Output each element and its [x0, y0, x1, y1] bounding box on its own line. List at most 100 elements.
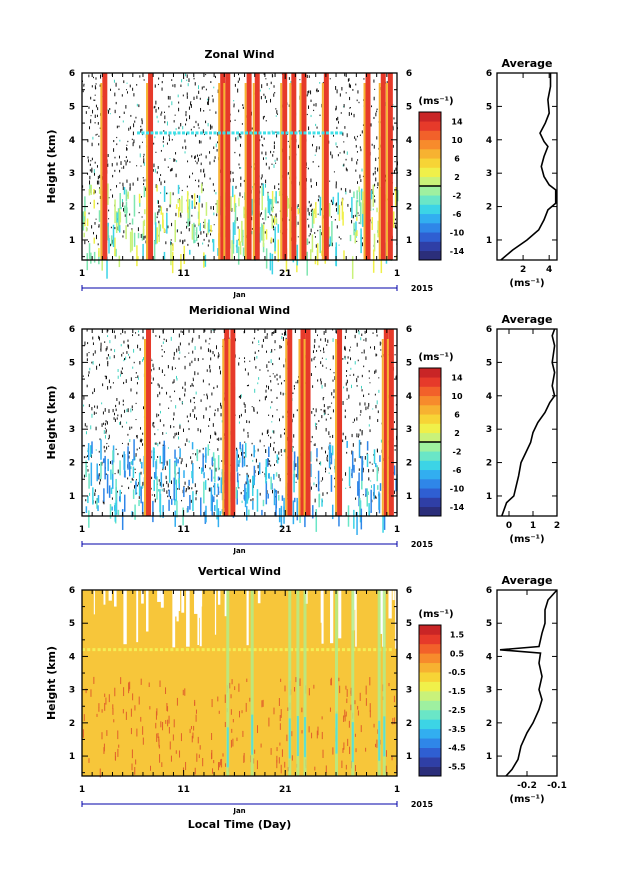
low-band: [329, 444, 332, 459]
texture: [315, 123, 317, 127]
texture: [129, 222, 131, 225]
texture: [137, 377, 139, 380]
speckle: [168, 727, 170, 734]
speckle: [268, 717, 270, 727]
average-title: Average: [502, 574, 553, 587]
speckle: [286, 734, 288, 742]
texture: [310, 486, 312, 490]
texture: [240, 394, 242, 398]
texture: [357, 359, 359, 362]
texture: [352, 88, 354, 91]
texture: [119, 422, 121, 425]
low-band: [278, 190, 281, 197]
texture: [375, 112, 377, 117]
low-band: [296, 497, 298, 515]
speckle: [347, 738, 349, 746]
texture: [358, 329, 360, 332]
low-band: [231, 240, 233, 260]
texture: [130, 461, 132, 465]
texture: [192, 378, 194, 382]
low-band: [90, 462, 93, 486]
low-band: [331, 445, 334, 456]
texture: [94, 405, 96, 408]
texture: [334, 477, 336, 480]
texture: [137, 177, 139, 181]
data-gap: [146, 590, 149, 632]
texture: [117, 369, 119, 372]
texture: [265, 151, 267, 156]
low-band: [236, 239, 238, 254]
x-tick-label: 1: [79, 525, 85, 535]
colorbar-segment: [419, 130, 441, 141]
band-mark: [279, 648, 283, 652]
speckle: [195, 714, 197, 722]
texture: [321, 357, 323, 359]
texture: [261, 432, 263, 436]
texture: [196, 490, 198, 492]
low-band: [133, 194, 136, 217]
band-mark: [128, 648, 132, 652]
texture: [97, 175, 99, 180]
low-band: [91, 441, 93, 454]
band-mark: [159, 131, 163, 135]
texture: [219, 477, 221, 480]
texture: [122, 182, 124, 187]
colorbar-tick-label: 6: [454, 154, 460, 163]
low-band: [356, 230, 358, 237]
band-mark: [195, 131, 199, 135]
texture: [119, 116, 121, 118]
streak: [382, 590, 386, 776]
orange-edge: [386, 339, 389, 516]
low-band: [163, 440, 165, 464]
low-band: [141, 462, 143, 469]
texture: [123, 359, 125, 362]
texture: [157, 165, 159, 169]
texture: [211, 392, 213, 396]
band-mark: [186, 131, 190, 135]
texture: [315, 244, 317, 248]
texture: [351, 157, 353, 162]
low-band: [216, 199, 219, 213]
low-band: [291, 446, 294, 452]
band-mark: [274, 648, 278, 652]
texture: [259, 89, 261, 92]
texture: [135, 402, 137, 405]
texture: [99, 127, 101, 129]
texture: [127, 344, 129, 348]
texture: [252, 459, 254, 462]
texture: [135, 372, 137, 374]
texture: [362, 175, 364, 178]
texture: [283, 428, 285, 431]
low-band: [313, 208, 315, 214]
texture: [259, 139, 261, 142]
texture: [212, 423, 214, 427]
low-band: [330, 241, 333, 247]
low-band: [232, 235, 235, 254]
red-streak: [337, 329, 343, 516]
colorbar-tick-label: -2.5: [448, 706, 466, 715]
orange-edge: [218, 83, 221, 260]
speckle: [98, 707, 100, 712]
texture: [107, 109, 109, 112]
texture: [96, 165, 98, 168]
low-band: [217, 508, 220, 528]
texture: [160, 149, 162, 152]
texture: [89, 175, 91, 180]
streak-core: [378, 720, 381, 761]
texture: [237, 88, 239, 93]
texture: [316, 349, 318, 352]
texture: [210, 329, 212, 334]
speckle: [184, 688, 186, 696]
texture: [162, 144, 164, 148]
texture: [244, 409, 246, 413]
speckle: [132, 693, 134, 701]
texture: [309, 233, 311, 236]
texture: [85, 431, 87, 435]
low-band: [144, 209, 146, 215]
texture: [202, 242, 204, 245]
texture: [194, 156, 196, 160]
texture: [138, 330, 140, 333]
low-band: [111, 460, 114, 465]
texture: [350, 367, 352, 370]
low-band: [315, 509, 318, 532]
